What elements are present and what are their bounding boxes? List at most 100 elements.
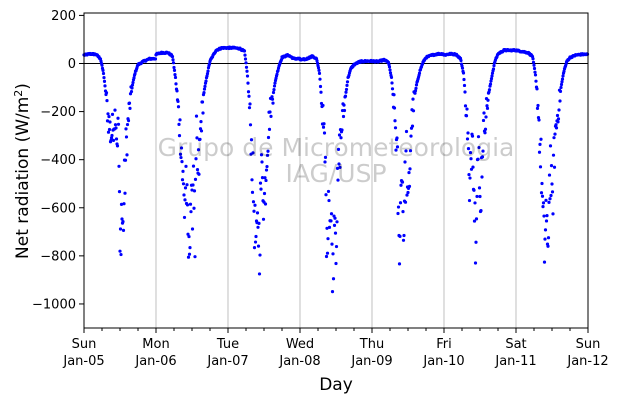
data-point	[396, 205, 401, 209]
data-point	[551, 212, 555, 216]
data-point	[327, 225, 332, 229]
data-point	[535, 87, 539, 91]
data-point	[171, 61, 176, 65]
data-point	[407, 184, 412, 188]
data-point	[107, 127, 112, 132]
data-point	[336, 147, 341, 151]
data-point	[341, 114, 346, 119]
data-point	[118, 249, 122, 253]
data-point	[205, 72, 210, 76]
data-point	[537, 118, 541, 122]
data-point	[544, 219, 549, 223]
x-tick-label-weekday: Wed	[286, 337, 314, 352]
y-tick-label: 0	[68, 57, 76, 72]
data-point	[543, 237, 547, 241]
data-point	[183, 198, 187, 202]
data-point	[483, 127, 488, 131]
data-point	[536, 103, 540, 108]
data-point	[470, 134, 475, 138]
data-point	[189, 210, 193, 214]
data-point	[326, 189, 331, 194]
data-point	[247, 106, 252, 110]
data-point	[538, 142, 542, 146]
data-point	[399, 183, 403, 187]
data-point	[401, 238, 406, 242]
data-point	[326, 237, 330, 241]
data-point	[329, 219, 333, 223]
x-tick-label-date: Jan-09	[350, 354, 392, 369]
data-point	[242, 49, 247, 53]
data-point	[558, 89, 563, 93]
data-point	[550, 190, 555, 194]
data-point	[337, 162, 341, 166]
data-point	[110, 112, 115, 116]
data-point	[185, 203, 190, 207]
data-point	[201, 111, 205, 115]
data-point	[335, 220, 339, 224]
data-point	[489, 77, 494, 81]
data-point	[491, 67, 496, 71]
data-point	[254, 234, 258, 239]
watermark-line-2: IAG/USP	[285, 159, 386, 188]
data-point	[340, 128, 344, 132]
data-point	[388, 68, 392, 72]
data-point	[469, 157, 473, 161]
data-point	[245, 74, 250, 78]
data-point	[243, 57, 248, 61]
data-point	[483, 131, 487, 135]
data-point	[263, 202, 268, 206]
data-point	[534, 79, 538, 83]
data-point	[317, 71, 322, 75]
data-point	[117, 190, 122, 194]
data-point	[180, 178, 185, 182]
data-point	[257, 221, 261, 225]
data-point	[196, 148, 201, 152]
data-point	[121, 219, 125, 224]
data-point	[193, 255, 197, 259]
x-tick-label-weekday: Thu	[359, 337, 384, 352]
y-tick-label: −400	[40, 153, 76, 168]
data-point	[339, 136, 343, 140]
data-point	[486, 98, 490, 102]
data-point	[245, 69, 249, 73]
data-point	[102, 76, 106, 80]
data-point	[117, 164, 121, 168]
data-point	[553, 132, 557, 136]
data-point	[404, 149, 408, 153]
data-point	[260, 176, 265, 180]
data-point	[329, 212, 334, 216]
data-point	[404, 129, 409, 134]
data-point	[121, 228, 126, 232]
data-point	[251, 200, 256, 204]
x-tick-label-weekday: Fri	[436, 337, 452, 352]
data-point	[538, 165, 543, 169]
data-point	[130, 86, 134, 90]
data-point	[270, 95, 274, 99]
data-point	[259, 153, 264, 157]
data-point	[392, 106, 397, 110]
data-point	[124, 135, 129, 139]
data-point	[324, 254, 329, 259]
data-point	[324, 193, 328, 197]
data-point	[255, 211, 260, 215]
data-point	[266, 149, 270, 153]
data-point	[178, 152, 183, 156]
data-point	[460, 66, 465, 70]
data-point	[322, 131, 327, 135]
data-point	[183, 186, 188, 190]
data-point	[253, 240, 258, 244]
data-point	[105, 98, 109, 103]
data-point	[390, 81, 394, 85]
data-point	[181, 169, 185, 173]
data-point	[345, 83, 349, 87]
data-point	[267, 127, 272, 131]
x-tick-label-weekday: Tue	[216, 337, 239, 352]
data-point	[333, 216, 337, 220]
data-point	[549, 193, 553, 198]
data-point	[175, 89, 179, 93]
data-point	[247, 94, 251, 98]
data-point	[244, 61, 248, 65]
x-axis-title: Day	[319, 375, 353, 395]
data-point	[551, 153, 556, 157]
